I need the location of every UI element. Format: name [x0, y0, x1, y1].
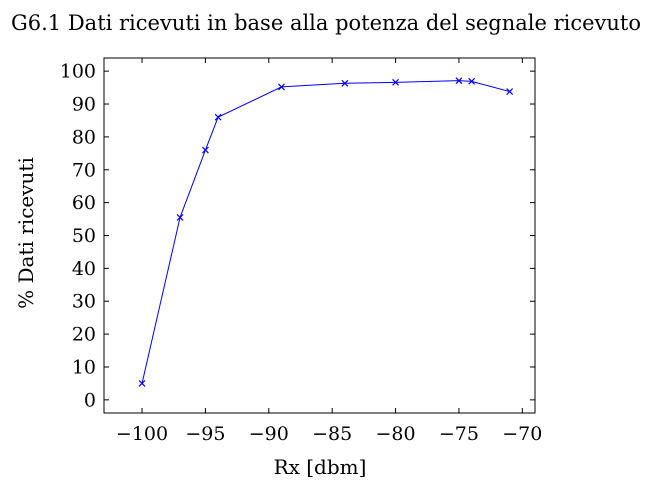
y-tick-label: 50: [72, 225, 96, 247]
data-point-marker: [468, 77, 476, 85]
plot-frame: [103, 57, 536, 414]
data-point-marker: [278, 83, 285, 91]
y-tick-label: 30: [72, 291, 96, 313]
x-tick-label: −80: [376, 423, 416, 445]
data-point-marker: [392, 78, 399, 86]
y-tick-label: 80: [72, 126, 96, 148]
x-tick-label: −100: [116, 423, 168, 445]
data-point-marker: [455, 77, 463, 85]
chart-title: G6.1 Dati ricevuti in base alla potenza …: [11, 11, 641, 35]
data-point-marker: [506, 88, 514, 95]
y-tick-label: 40: [72, 258, 96, 280]
y-tick-label: 0: [84, 389, 96, 411]
y-tick-label: 20: [72, 324, 96, 346]
y-axis-label: % Dati ricevuti: [14, 157, 38, 309]
data-point-marker: [138, 379, 146, 387]
y-tick-label: 90: [72, 94, 96, 116]
data-point-marker: [214, 113, 222, 121]
x-tick-label: −90: [249, 423, 289, 445]
y-tick-label: 100: [60, 61, 96, 83]
x-axis-label: Rx [dbm]: [274, 455, 367, 479]
x-tick-label: −75: [439, 423, 479, 445]
x-tick-label: −70: [502, 423, 542, 445]
series-line: [141, 80, 510, 384]
y-tick-label: 70: [72, 159, 96, 181]
plot-area: −100 −95 −90 −85 −80 −75 −70 0 10 20 30 40 50 60 70 80 9…: [60, 57, 542, 445]
data-point-marker: [176, 213, 184, 221]
y-tick-label: 10: [72, 356, 96, 378]
data-point-marker: [201, 146, 209, 154]
x-tick-label: −95: [185, 423, 225, 445]
data-point-marker: [341, 79, 349, 87]
x-tick-label: −85: [312, 423, 352, 445]
y-tick-label: 60: [72, 192, 96, 214]
